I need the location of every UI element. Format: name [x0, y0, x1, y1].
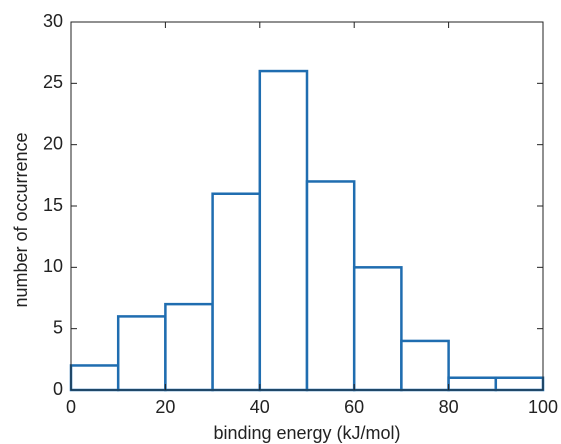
bar	[164, 302, 214, 392]
y-tick-label: 15	[43, 195, 63, 215]
y-axis-label: number of occurrence	[11, 132, 31, 307]
bar	[116, 315, 167, 392]
bar	[400, 339, 450, 392]
y-tick-label: 5	[53, 317, 63, 337]
bar	[305, 180, 356, 392]
y-tick-label: 20	[43, 133, 63, 153]
x-axis-label: binding energy (kJ/mol)	[213, 423, 400, 443]
x-tick-label: 40	[250, 397, 270, 417]
y-tick-label: 30	[43, 11, 63, 31]
x-tick-label: 20	[155, 397, 175, 417]
x-tick-label: 0	[66, 397, 76, 417]
y-tick-label: 0	[53, 379, 63, 399]
x-tick-label: 60	[344, 397, 364, 417]
y-tick-label: 25	[43, 72, 63, 92]
x-tick-label: 100	[528, 397, 558, 417]
bar	[447, 376, 498, 392]
y-tick-label: 10	[43, 256, 63, 276]
bar	[494, 376, 545, 392]
bar	[211, 192, 262, 392]
x-tick-label: 80	[439, 397, 459, 417]
bar	[69, 364, 120, 392]
bar	[258, 69, 309, 392]
bar	[352, 266, 403, 392]
